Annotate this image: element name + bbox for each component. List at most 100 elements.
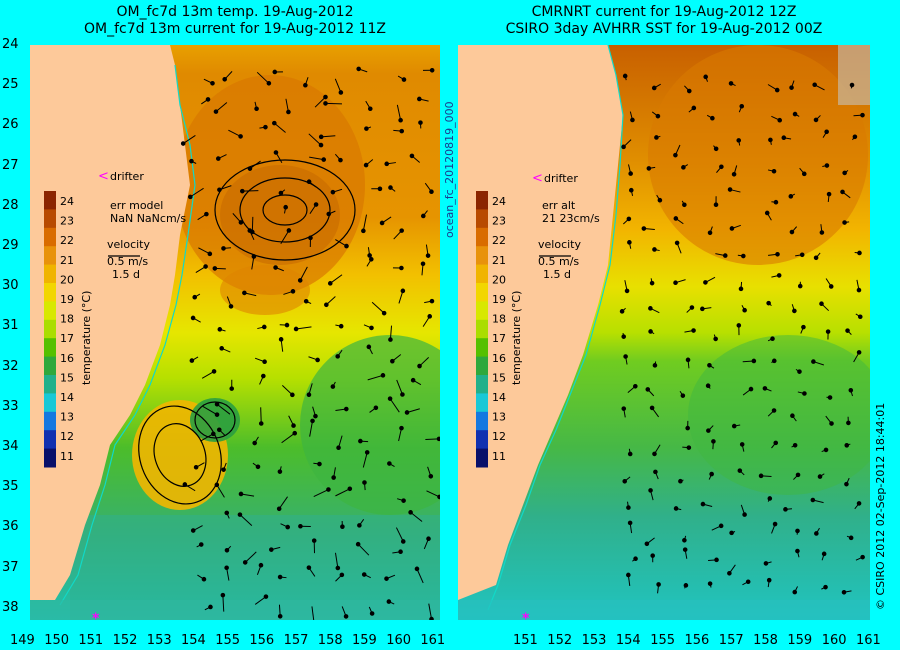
- current-vector-head: [262, 359, 267, 365]
- current-vector-head: [228, 304, 234, 309]
- y-tick-label: 29: [2, 238, 19, 253]
- x-tick-label: 159: [787, 633, 813, 648]
- colorbar-segment: [44, 191, 56, 210]
- colorbar-segment: [476, 338, 488, 358]
- y-tick-label: 24: [2, 37, 19, 52]
- right-title-line1: CMRNRT current for 19-Aug-2012 12Z: [531, 4, 797, 20]
- current-vector-head: [810, 497, 816, 503]
- current-vector-head: [621, 144, 626, 150]
- current-vector-head: [709, 471, 714, 477]
- colorbar-segment: [476, 283, 488, 302]
- x-tick-label: 160: [386, 633, 412, 648]
- colorbar-segment: [44, 448, 56, 468]
- current-vector-head: [707, 363, 712, 368]
- err-value: NaN NaNcm/s: [110, 212, 186, 225]
- current-vector-head: [317, 461, 322, 467]
- current-vector-head: [277, 574, 283, 580]
- current-vector-head: [773, 440, 779, 446]
- current-vector-head: [719, 164, 724, 170]
- warm-tongue: [220, 265, 310, 315]
- current-vector-head: [742, 512, 747, 517]
- x-tick-label: 153: [581, 633, 607, 648]
- y-tick-label: 31: [2, 318, 19, 334]
- current-vector-head: [737, 468, 743, 473]
- current-vector-head: [801, 171, 807, 177]
- current-vector-head: [824, 163, 830, 168]
- colorbar-tick-label: 13: [492, 411, 506, 424]
- current-vector-head: [819, 301, 824, 307]
- current-vector-head: [685, 357, 691, 363]
- current-vector-head: [652, 451, 657, 457]
- current-vector-head: [823, 584, 828, 590]
- current-vector-head: [369, 256, 374, 262]
- current-vector-head: [646, 166, 652, 171]
- right-title-line2: CSIRO 3day AVHRR SST for 19-Aug-2012 00Z: [505, 21, 823, 37]
- current-vector-head: [758, 473, 764, 479]
- x-tick-label: 150: [44, 633, 70, 648]
- current-vector-head: [398, 117, 403, 123]
- land-mass: [458, 45, 623, 600]
- current-vector-head: [619, 309, 625, 314]
- current-vector-head: [845, 328, 850, 333]
- current-vector-head: [277, 469, 283, 474]
- current-vector-head: [338, 90, 344, 95]
- colorbar: 24 23 22 21 20 19 18 17 16 15 14 13 12 11: [44, 191, 74, 468]
- current-vector-head: [691, 328, 696, 333]
- current-vector-head: [844, 443, 850, 448]
- current-vector-head: [190, 528, 196, 533]
- current-vector-head: [298, 523, 303, 529]
- colorbar-segment: [44, 393, 56, 413]
- current-vector-head: [645, 387, 651, 392]
- current-vector-head: [252, 440, 257, 446]
- current-vector: [182, 134, 196, 144]
- current-vector: [367, 374, 384, 381]
- current-vector-head: [683, 583, 689, 588]
- current-vector-head: [857, 250, 862, 256]
- current-vector-head: [276, 506, 282, 512]
- drifter-marker: <: [532, 171, 543, 186]
- x-tick-label: 151: [513, 633, 538, 648]
- current-vector-head: [215, 156, 221, 161]
- current-vector-head: [398, 549, 403, 555]
- drifter-marker-bottom: *: [522, 611, 530, 620]
- current-vector-head: [242, 560, 248, 565]
- current-vector-head: [418, 120, 423, 125]
- current-vector: [395, 527, 404, 542]
- current-vector-head: [842, 170, 847, 176]
- current-vector-head: [781, 135, 787, 141]
- current-vector-head: [313, 202, 319, 207]
- current-vector-head: [856, 350, 862, 355]
- current-vector-head: [338, 323, 344, 329]
- colorbar-segment: [476, 191, 488, 210]
- colorbar-segment: [476, 393, 488, 413]
- current-vector: [357, 543, 370, 556]
- current-vector-head: [387, 396, 393, 401]
- current-vector: [278, 496, 288, 510]
- current-vector-head: [330, 384, 336, 389]
- current-vector-head: [797, 369, 802, 374]
- current-vector-head: [846, 420, 851, 426]
- current-vector-head: [673, 152, 678, 158]
- current-vector-head: [208, 604, 213, 610]
- current-vector-head: [404, 410, 410, 415]
- current-vector: [216, 484, 225, 498]
- current-vector-head: [706, 428, 711, 433]
- colorbar-tick-label: 18: [492, 313, 506, 326]
- current-vector-head: [331, 475, 336, 480]
- current-vector: [335, 488, 351, 497]
- colorbar-segment: [44, 283, 56, 302]
- current-vector-head: [436, 436, 440, 442]
- current-vector: [334, 78, 342, 93]
- y-tick-label: 34: [2, 439, 19, 454]
- left-title-line2: OM_fc7d 13m current for 19-Aug-2012 11Z: [84, 21, 386, 37]
- current-vector: [308, 133, 322, 146]
- current-vector-head: [212, 266, 218, 271]
- land-mass: [30, 45, 190, 600]
- current-vector-head: [318, 142, 324, 148]
- current-vector-head: [852, 134, 858, 140]
- err-label: err alt: [542, 199, 576, 212]
- current-vector-head: [364, 450, 370, 455]
- y-tick-label: 28: [2, 197, 19, 213]
- current-vector-head: [192, 294, 198, 300]
- current-vector-head: [848, 387, 854, 393]
